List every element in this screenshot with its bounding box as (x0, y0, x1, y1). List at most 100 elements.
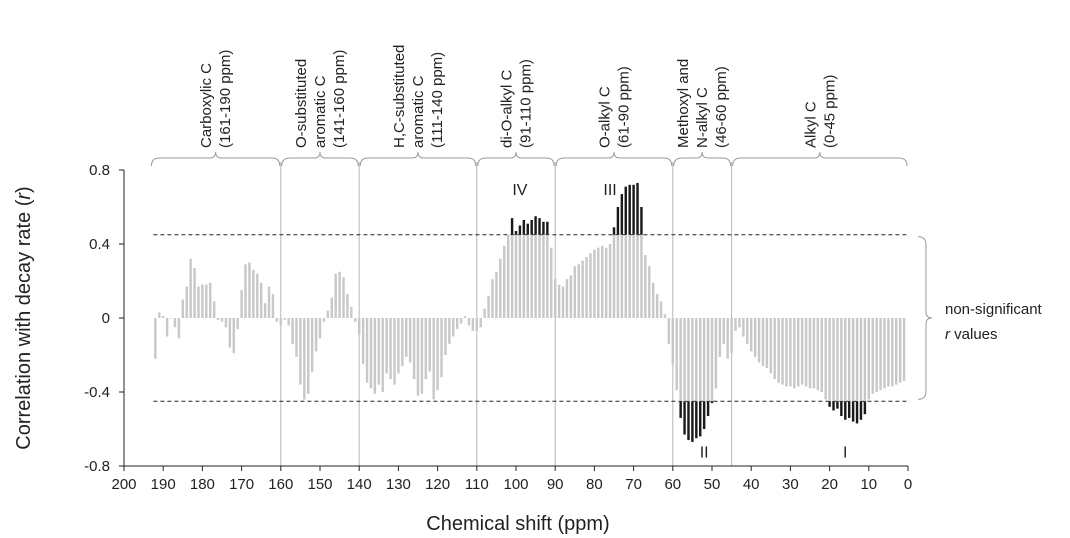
bar (256, 273, 259, 318)
bar (714, 318, 718, 389)
bar-significant (840, 401, 843, 417)
bar (491, 279, 494, 318)
bar (479, 318, 482, 328)
peak-label: IV (512, 182, 527, 199)
y-tick-label: -0.4 (84, 384, 110, 401)
bar (804, 318, 808, 387)
bar (648, 266, 651, 318)
bar (832, 318, 835, 402)
y-axis-title: Correlation with decay rate (r) (13, 186, 35, 449)
bar (240, 290, 243, 318)
bar (793, 318, 796, 389)
bar (487, 295, 490, 318)
bar (859, 318, 863, 402)
bar (212, 301, 216, 318)
bar (310, 318, 314, 372)
bar (185, 286, 188, 318)
bar (346, 293, 349, 318)
bar (683, 318, 686, 402)
bar (902, 318, 906, 381)
bar (228, 318, 232, 348)
nonsignificant-label-rest: values (950, 326, 998, 343)
nonsignificant-label-line1: non-significant (945, 301, 1043, 318)
bar (224, 318, 228, 328)
bar (526, 234, 529, 318)
bar (381, 318, 384, 392)
bar (299, 318, 302, 385)
bar (248, 262, 251, 318)
bar (706, 318, 710, 402)
bar-significant (706, 401, 710, 417)
bar (424, 318, 428, 380)
bar (471, 318, 475, 331)
peak-label: I (843, 445, 847, 462)
bar-significant (636, 182, 639, 235)
bar (436, 318, 439, 391)
bar-significant (710, 401, 714, 404)
bar (644, 255, 647, 318)
y-tick-label: -0.8 (84, 458, 110, 475)
bar (412, 318, 416, 380)
bar (475, 318, 479, 331)
bar (785, 318, 788, 387)
bar (318, 318, 322, 339)
bar (342, 277, 345, 318)
bar (847, 318, 851, 402)
x-tick-label: 10 (860, 476, 877, 493)
bar (765, 318, 769, 368)
bar-significant (847, 401, 851, 418)
bar (565, 279, 569, 318)
bar (718, 318, 722, 357)
region-label: O-alkyl C (597, 86, 614, 148)
x-tick-label: 40 (743, 476, 760, 493)
bar (314, 318, 318, 352)
region-bracket (150, 151, 281, 167)
bar (510, 234, 514, 318)
bar-significant (522, 219, 526, 235)
region-label: (46-60 ppm) (713, 66, 730, 148)
bar (655, 293, 659, 318)
bar (797, 318, 800, 387)
bar (710, 318, 714, 402)
bar (271, 293, 275, 318)
bar (448, 318, 451, 344)
bar (220, 318, 224, 322)
region-bracket (732, 151, 908, 167)
bar (879, 318, 882, 391)
bar (749, 318, 753, 352)
nonsignificant-label-line2: r values (945, 326, 998, 343)
bar (385, 318, 388, 374)
bar (557, 284, 561, 318)
bar (640, 234, 643, 318)
bar (667, 318, 671, 344)
bar (165, 318, 169, 337)
bar (604, 247, 608, 318)
x-axis-title: Chemical shift (ppm) (426, 513, 609, 535)
bar (867, 318, 871, 400)
bar (177, 318, 181, 339)
bar (158, 312, 161, 318)
bar (812, 318, 816, 389)
region-label: Methoxyl and (675, 59, 692, 148)
bar (357, 318, 361, 335)
bar-significant (855, 401, 859, 424)
bar (307, 318, 310, 394)
bar-significant (530, 219, 533, 235)
bar (244, 264, 247, 318)
bar (691, 318, 694, 402)
bar-significant (687, 401, 690, 441)
bar (632, 234, 635, 318)
bar (742, 318, 745, 337)
bar (506, 234, 510, 318)
bar (252, 269, 255, 318)
bar (589, 253, 592, 318)
bar (275, 318, 279, 322)
bar-significant (836, 401, 839, 409)
bar (397, 318, 400, 374)
bar (259, 282, 263, 318)
y-axis-title-end: ) (13, 186, 35, 193)
region-label: (0-45 ppm) (821, 75, 838, 148)
bar (354, 318, 357, 322)
bar (365, 318, 369, 383)
bar (577, 264, 580, 318)
